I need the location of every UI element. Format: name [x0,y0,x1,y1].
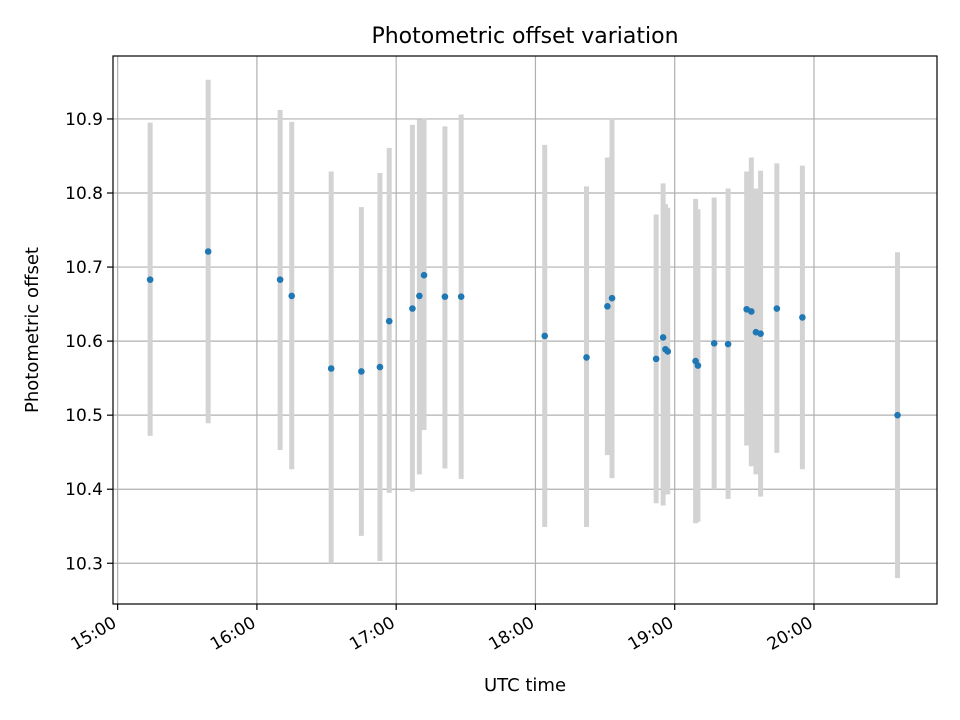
data-point [541,332,549,340]
data-point [385,317,393,325]
y-axis-label: Photometric offset [22,247,43,413]
data-point [441,293,449,300]
data-point [659,334,667,341]
data-point [583,354,590,361]
y-tick-label: 10.4 [65,480,103,500]
error-bars [147,79,901,579]
axis-ticks: 10.3 10.4 10.5 10.6 10.7 10.8 10.9 15:00 16:00 17… [65,110,816,655]
data-point [276,276,284,283]
x-tick-label: 19:00 [625,613,677,655]
data-point [773,305,781,312]
data-point [457,293,465,300]
data-point [327,365,335,372]
data-point [146,276,154,283]
data-point [694,362,702,369]
data-point [757,330,764,338]
y-tick-label: 10.8 [65,184,103,204]
data-point [608,294,616,302]
y-tick-label: 10.9 [65,110,103,130]
data-point [416,292,423,300]
grid-layer [113,56,937,604]
data-point [652,355,660,363]
data-point [710,340,718,347]
data-point [204,248,212,255]
x-tick-label: 20:00 [764,613,816,655]
data-point [420,271,428,279]
data-point [604,303,611,310]
x-tick-label: 16:00 [207,613,259,655]
data-point [376,363,384,371]
data-points [146,248,901,419]
x-tick-label: 18:00 [486,613,538,655]
y-tick-label: 10.7 [65,258,103,278]
data-point [724,340,732,348]
x-tick-label: 17:00 [346,613,398,655]
chart-title: Photometric offset variation [371,24,678,49]
data-point [799,314,806,321]
plot-frame [112,55,938,605]
data-point [288,292,296,300]
y-tick-label: 10.3 [65,554,103,574]
data-point [748,308,755,315]
data-point [409,305,416,312]
x-tick-label: 15:00 [68,613,120,655]
x-axis-label: UTC time [484,675,566,696]
data-point [664,348,672,355]
y-tick-label: 10.6 [65,332,103,352]
data-point [358,368,365,375]
data-point [894,411,901,419]
y-tick-label: 10.5 [65,406,103,426]
